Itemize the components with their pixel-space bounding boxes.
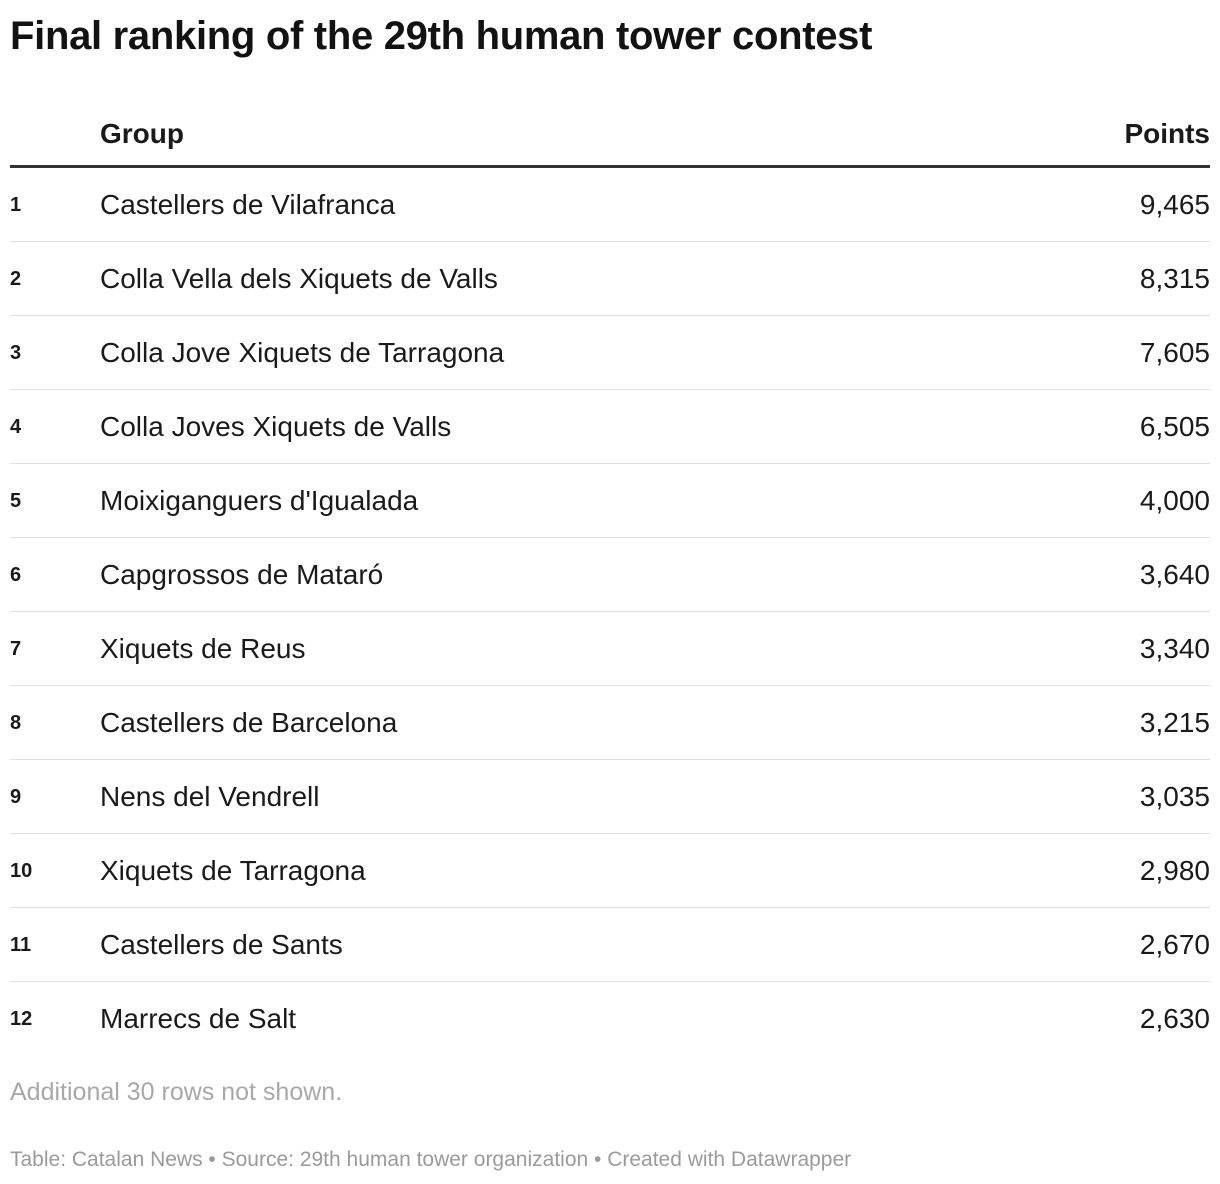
rank-cell: 5 [10, 490, 22, 512]
rank-cell: 10 [10, 860, 33, 882]
table-header: Group Points [10, 104, 1210, 168]
table-body: 1 Castellers de Vilafranca 9,465 2 Colla Vel… [10, 168, 1210, 1056]
group-cell: Nens del Vendrell [100, 781, 320, 812]
group-cell: Colla Jove Xiquets de Tarragona [100, 337, 505, 368]
points-cell: 6,505 [1139, 411, 1210, 442]
points-cell: 3,035 [1139, 781, 1210, 812]
points-cell: 2,670 [1139, 929, 1210, 960]
rank-cell: 7 [10, 638, 22, 660]
points-cell: 9,465 [1139, 189, 1210, 220]
group-cell: Marrecs de Salt [100, 1003, 297, 1034]
table-row: 6 Capgrossos de Mataró 3,640 [10, 538, 1210, 612]
table-row: 1 Castellers de Vilafranca 9,465 [10, 168, 1210, 242]
table-row: 4 Colla Joves Xiquets de Valls 6,505 [10, 390, 1210, 464]
ranking-table: Group Points 1 Castellers de Vilafranca 9,… [10, 104, 1210, 1056]
table-row: 5 Moixiganguers d'Igualada 4,000 [10, 464, 1210, 538]
rank-cell: 3 [10, 342, 22, 364]
group-cell: Xiquets de Reus [100, 633, 306, 664]
group-cell: Castellers de Sants [100, 929, 343, 960]
rank-cell: 9 [10, 786, 22, 808]
rows-hidden-note: Additional 30 rows not shown. [10, 1078, 343, 1106]
source-footer: Table: Catalan News • Source: 29th human… [10, 1148, 852, 1171]
group-cell: Colla Joves Xiquets de Valls [100, 411, 452, 442]
rank-cell: 1 [10, 194, 22, 216]
column-header-group: Group [100, 118, 184, 149]
points-cell: 2,980 [1139, 855, 1210, 886]
table-row: 8 Castellers de Barcelona 3,215 [10, 686, 1210, 760]
rank-cell: 2 [10, 268, 22, 290]
rank-cell: 12 [10, 1008, 33, 1030]
group-cell: Xiquets de Tarragona [100, 855, 366, 886]
points-cell: 8,315 [1139, 263, 1210, 294]
column-header-points: Points [1124, 118, 1210, 149]
points-cell: 7,605 [1139, 337, 1210, 368]
points-cell: 2,630 [1139, 1003, 1210, 1034]
group-cell: Castellers de Vilafranca [100, 189, 396, 220]
points-cell: 3,340 [1139, 633, 1210, 664]
points-cell: 3,215 [1139, 707, 1210, 738]
points-cell: 4,000 [1139, 485, 1210, 516]
points-cell: 3,640 [1139, 559, 1210, 590]
table-row: 7 Xiquets de Reus 3,340 [10, 612, 1210, 686]
rank-cell: 11 [10, 934, 32, 956]
table-row: 9 Nens del Vendrell 3,035 [10, 760, 1210, 834]
table-row: 10 Xiquets de Tarragona 2,980 [10, 834, 1210, 908]
rank-cell: 4 [10, 416, 22, 438]
chart-title: Final ranking of the 29th human tower co… [10, 14, 873, 58]
group-cell: Moixiganguers d'Igualada [100, 485, 419, 516]
table-row: 11 Castellers de Sants 2,670 [10, 908, 1210, 982]
table-row: 3 Colla Jove Xiquets de Tarragona 7,605 [10, 316, 1210, 390]
table-row: 12 Marrecs de Salt 2,630 [10, 982, 1210, 1056]
group-cell: Castellers de Barcelona [100, 707, 398, 738]
rank-cell: 6 [10, 564, 22, 586]
table-row: 2 Colla Vella dels Xiquets de Valls 8,315 [10, 242, 1210, 316]
rank-cell: 8 [10, 712, 22, 734]
group-cell: Colla Vella dels Xiquets de Valls [100, 263, 498, 294]
group-cell: Capgrossos de Mataró [100, 559, 384, 590]
